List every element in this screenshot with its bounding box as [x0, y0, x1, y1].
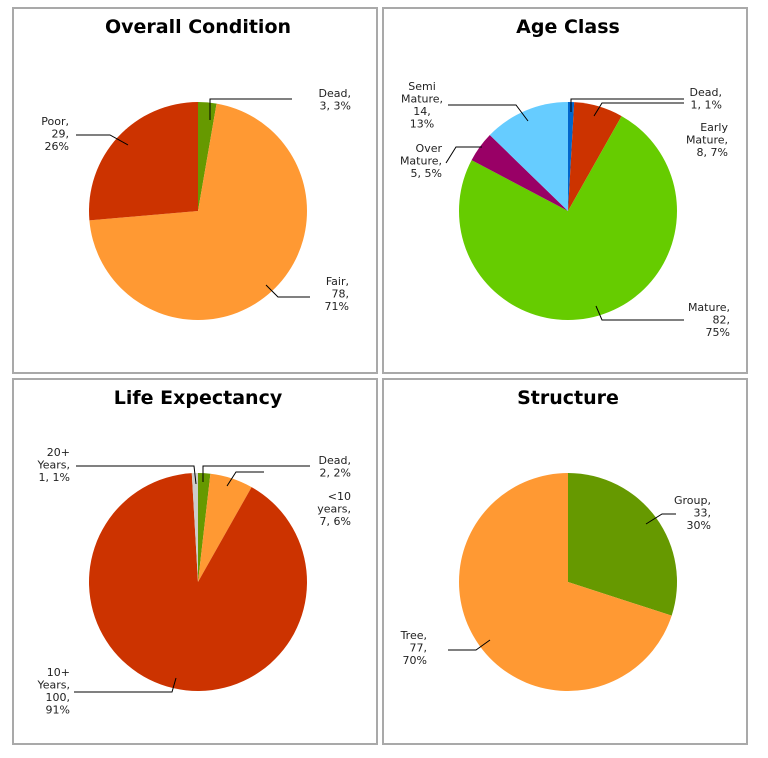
- data-label-semi-mature: Semi Mature, 14, 13%: [401, 80, 443, 131]
- data-label-10-years: <10 years, 7, 6%: [317, 490, 351, 528]
- data-label-poor: Poor, 29, 26%: [41, 115, 69, 153]
- data-label-20-years: 20+ Years, 1, 1%: [36, 446, 70, 484]
- chart-panel-life-expectancy: Life Expectancy Dead, 2, 2% <10 years, 7, 6% 1…: [12, 378, 378, 745]
- data-label-group: Group, 33, 30%: [674, 494, 711, 532]
- data-label-dead: Dead, 1, 1%: [690, 86, 722, 112]
- chart-title: Life Expectancy: [114, 387, 283, 409]
- data-label-10-years: 10+ Years, 100, 91%: [36, 666, 70, 717]
- pie-chart-age-class: Age Class Dead, 1, 1% Early Mature, 8, 7% Matu…: [384, 9, 750, 376]
- pie-chart-structure: Structure Group, 33, 30% Tree, 77, 70%: [384, 380, 750, 747]
- data-label-early-mature: Early Mature, 8, 7%: [686, 121, 729, 159]
- pie-slice-poor: [89, 102, 198, 220]
- chart-title: Structure: [517, 387, 619, 409]
- pie-chart-overall-condition: Overall Condition Dead, 3, 3% Fair, 78, 71% Po…: [14, 9, 380, 376]
- data-label-mature: Mature, 82, 75%: [688, 301, 730, 339]
- chart-title: Overall Condition: [105, 16, 291, 38]
- chart-title: Age Class: [516, 16, 620, 38]
- data-label-fair: Fair, 78, 71%: [325, 275, 349, 313]
- data-label-dead: Dead, 3, 3%: [319, 87, 351, 113]
- data-label-tree: Tree, 77, 70%: [400, 629, 427, 667]
- chart-panel-structure: Structure Group, 33, 30% Tree, 77, 70%: [382, 378, 748, 745]
- data-label-over-mature: Over Mature, 5, 5%: [400, 142, 443, 180]
- chart-panel-overall-condition: Overall Condition Dead, 3, 3% Fair, 78, 71% Po…: [12, 7, 378, 374]
- data-label-dead: Dead, 2, 2%: [319, 454, 351, 480]
- pie-chart-life-expectancy: Life Expectancy Dead, 2, 2% <10 years, 7, 6% 1…: [14, 380, 380, 747]
- chart-panel-age-class: Age Class Dead, 1, 1% Early Mature, 8, 7% Matu…: [382, 7, 748, 374]
